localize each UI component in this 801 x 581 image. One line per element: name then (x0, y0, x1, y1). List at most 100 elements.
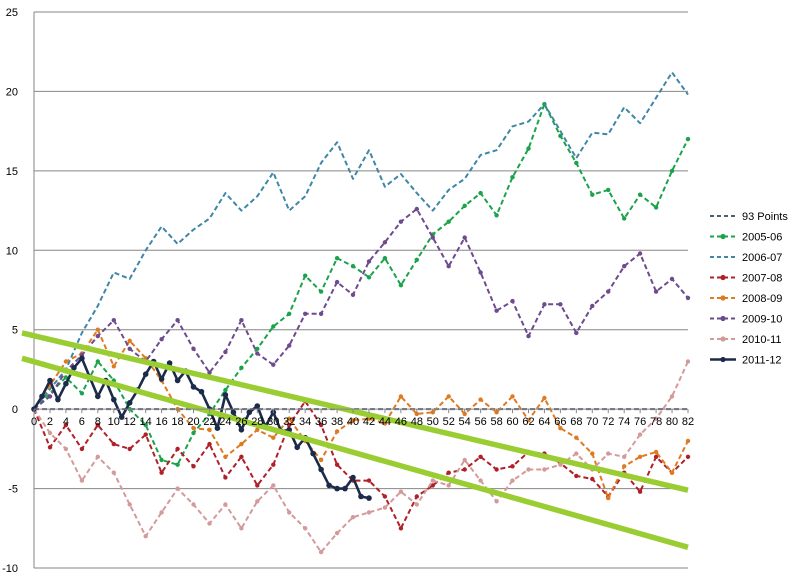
data-point (271, 324, 276, 329)
data-point (637, 192, 643, 197)
data-point (127, 338, 132, 343)
series-line (33, 71, 689, 410)
data-point (510, 175, 515, 180)
data-point (111, 364, 117, 369)
data-point (222, 392, 229, 398)
data-point (494, 499, 499, 504)
data-point (223, 454, 228, 459)
x-tick-label: 12 (124, 416, 136, 428)
data-point (63, 422, 69, 428)
data-point (175, 318, 180, 323)
data-point (318, 422, 324, 428)
data-point (414, 494, 419, 499)
data-point (653, 205, 659, 210)
data-point (246, 409, 253, 416)
data-point (239, 526, 244, 531)
series-6 (31, 359, 691, 555)
x-tick-label: 6 (79, 416, 85, 428)
data-point (606, 451, 611, 456)
data-point (350, 418, 356, 423)
x-tick-label: 4 (63, 416, 69, 428)
x-tick-label: 42 (363, 416, 375, 428)
data-point (71, 365, 77, 371)
data-point (606, 187, 611, 193)
x-tick-label: 74 (618, 416, 630, 428)
x-tick-label: 40 (347, 416, 359, 428)
data-point (127, 502, 132, 507)
data-point (526, 146, 531, 151)
data-point (414, 411, 419, 417)
x-tick-label: 56 (475, 416, 487, 428)
data-point (47, 430, 53, 436)
data-point (127, 446, 132, 452)
data-point (558, 302, 563, 307)
data-point (118, 414, 125, 420)
legend-label: 2009-10 (742, 314, 782, 326)
x-tick-label: 18 (171, 416, 183, 428)
data-point (558, 462, 563, 467)
legend: 93 Points 2005-06 2006-07 2007-08 2008-09 200… (710, 211, 788, 367)
data-point (271, 362, 276, 367)
data-point (478, 190, 483, 196)
data-point (143, 432, 148, 437)
data-point (207, 441, 212, 447)
series-line (33, 361, 689, 554)
y-tick-label: -5 (8, 484, 18, 496)
y-tick-label: -10 (2, 563, 18, 575)
data-point (111, 470, 117, 475)
data-point (191, 464, 196, 469)
legend-item: 2011-12 (710, 355, 782, 367)
trendline (21, 355, 689, 550)
data-point (111, 441, 117, 447)
legend-label: 2006-07 (742, 252, 782, 264)
legend-label: 2011-12 (742, 355, 782, 367)
x-tick-label: 52 (443, 416, 455, 428)
data-point (446, 264, 451, 269)
data-point (669, 470, 675, 475)
data-point (191, 426, 196, 431)
data-point (685, 438, 691, 444)
data-point (430, 235, 435, 240)
data-point (95, 454, 101, 459)
x-tick-label: 76 (634, 416, 646, 428)
legend-marker (720, 315, 726, 322)
data-point (175, 446, 180, 452)
x-tick-label: 80 (666, 416, 678, 428)
legend-item: 2007-08 (710, 273, 782, 285)
data-point (510, 464, 515, 469)
data-point (334, 462, 340, 467)
legend-label: 93 Points (742, 211, 788, 223)
data-point (478, 478, 483, 483)
data-point (47, 377, 53, 384)
legend-label: 2008-09 (742, 293, 782, 305)
series-1 (31, 101, 691, 467)
data-point (159, 470, 164, 475)
data-point (79, 355, 85, 362)
data-point (526, 467, 531, 472)
data-point (574, 435, 579, 440)
data-point (382, 421, 388, 426)
data-point (462, 411, 467, 417)
y-tick-label: 0 (12, 404, 18, 416)
data-point (287, 343, 292, 348)
data-point (478, 270, 483, 275)
data-point (47, 445, 53, 450)
legend-label: 2005-06 (742, 232, 782, 244)
data-point (239, 454, 244, 459)
data-point (271, 435, 276, 440)
data-point (590, 303, 595, 309)
data-point (542, 395, 547, 401)
data-point (239, 365, 244, 370)
series-5 (31, 206, 691, 412)
data-point (334, 256, 340, 261)
data-point (255, 499, 260, 504)
data-point (55, 396, 61, 403)
data-point (287, 510, 292, 515)
data-point (606, 495, 611, 501)
legend-marker (720, 356, 726, 363)
data-point (111, 318, 117, 323)
data-point (446, 483, 451, 488)
legend-marker (720, 336, 726, 342)
x-tick-label: 72 (602, 416, 614, 428)
